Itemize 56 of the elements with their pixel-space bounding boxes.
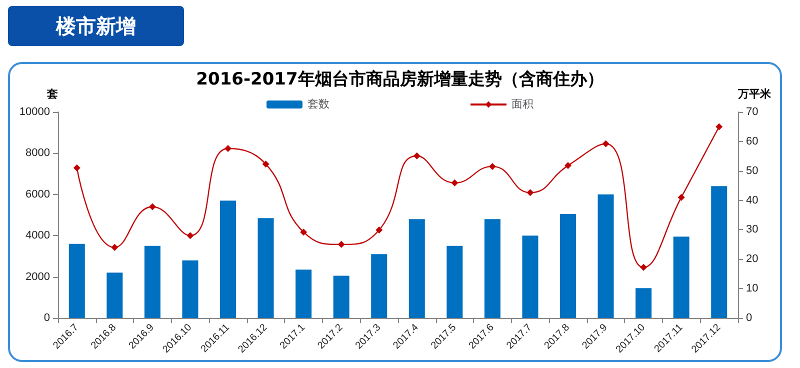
point [602,140,610,148]
point [488,162,496,170]
y-tick-label: 10000 [19,106,50,118]
y2-axis-title: 万平米 [737,88,772,100]
y2-tick-label: 60 [746,135,758,148]
point [300,228,308,236]
bar [408,219,425,318]
y-tick-label: 2000 [26,270,50,283]
y2-tick-label: 30 [746,224,758,236]
y-tick-label: 6000 [26,188,50,200]
point [413,152,420,160]
legend-label: 面积 [512,98,534,110]
y2-tick-label: 50 [746,164,758,177]
y-tick-label: 8000 [26,147,50,160]
bar [484,219,500,318]
legend-label: 套数 [308,98,330,110]
bar [144,246,160,318]
point [338,240,345,248]
point [262,160,270,168]
bar [446,246,463,318]
bar [711,186,728,318]
bar [220,200,236,318]
point [224,144,232,152]
y2-tick-label: 20 [746,253,758,266]
bar [106,272,123,318]
text: 楼市新增 [8,6,184,46]
point [678,194,685,201]
bar [258,218,274,318]
point [111,244,118,251]
point [564,162,572,170]
point [526,189,534,196]
bar [560,214,576,318]
y-axis-title: 套 [46,88,58,100]
bar [673,236,690,318]
point [148,203,156,210]
bar [296,270,312,318]
bar [371,254,388,318]
bar [636,288,652,318]
bar [598,194,614,318]
bar [68,244,85,318]
point [186,232,194,240]
point [73,164,80,172]
y2-tick-label: 0 [746,312,752,324]
bar [333,276,350,318]
point [451,179,458,186]
point [376,226,383,234]
y2-tick-label: 40 [746,194,758,206]
y2-tick-label: 70 [746,106,758,118]
point [640,264,648,271]
bar [522,236,538,318]
point [716,123,723,130]
bar [182,260,198,318]
y-tick-label: 4000 [26,230,50,242]
y2-tick-label: 10 [746,282,758,295]
chart-title: 2016-2017年烟台市商品房新增量走势（含商住办） [196,70,604,90]
y-tick-label: 0 [44,312,50,324]
